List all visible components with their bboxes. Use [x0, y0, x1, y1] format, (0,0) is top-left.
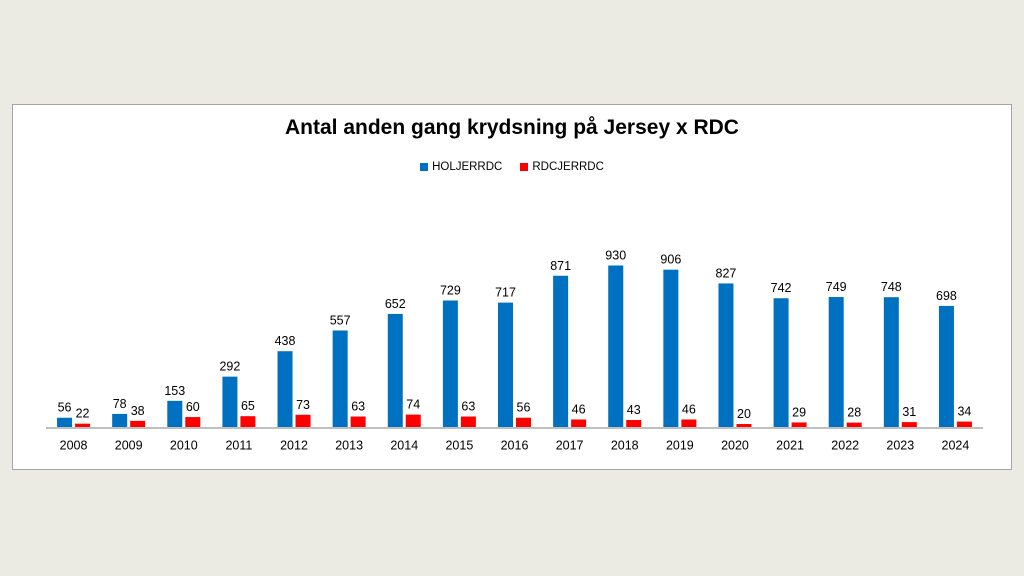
data-label-rdcjerrdc-2017: 46 — [572, 402, 586, 416]
data-label-holjerrdc-2024: 698 — [936, 289, 957, 303]
legend: HOLJERRDC RDCJERRDC — [0, 161, 1024, 173]
bar-holjerrdc-2010 — [167, 400, 183, 428]
x-tick-label-2019: 2019 — [666, 439, 694, 453]
legend-swatch-rdcjerrdc — [520, 163, 529, 171]
data-label-rdcjerrdc-2020: 20 — [737, 407, 751, 421]
bar-rdcjerrdc-2014 — [405, 414, 421, 428]
bar-rdcjerrdc-2019 — [681, 419, 697, 428]
data-label-holjerrdc-2008: 56 — [58, 401, 72, 415]
data-label-rdcjerrdc-2016: 56 — [517, 401, 531, 415]
data-label-rdcjerrdc-2014: 74 — [406, 398, 420, 412]
data-label-holjerrdc-2017: 871 — [550, 259, 571, 273]
data-label-holjerrdc-2013: 557 — [330, 313, 351, 327]
bar-rdcjerrdc-2013 — [350, 416, 366, 428]
data-label-holjerrdc-2010: 153 — [164, 384, 185, 398]
bar-holjerrdc-2023 — [883, 297, 899, 428]
data-label-holjerrdc-2020: 827 — [716, 266, 737, 280]
x-tick-label-2009: 2009 — [115, 439, 143, 453]
bar-holjerrdc-2024 — [938, 305, 954, 428]
data-label-holjerrdc-2016: 717 — [495, 286, 516, 300]
x-tick-label-2017: 2017 — [556, 439, 584, 453]
bar-holjerrdc-2021 — [773, 298, 789, 428]
data-label-rdcjerrdc-2011: 65 — [241, 399, 255, 413]
legend-label-holjerrdc: HOLJERRDC — [432, 161, 503, 173]
data-label-holjerrdc-2022: 749 — [826, 280, 847, 294]
bar-rdcjerrdc-2009 — [130, 420, 146, 428]
bar-rdcjerrdc-2024 — [956, 421, 972, 428]
bar-rdcjerrdc-2012 — [295, 414, 311, 428]
x-tick-label-2015: 2015 — [445, 439, 473, 453]
data-label-holjerrdc-2012: 438 — [275, 334, 296, 348]
data-label-rdcjerrdc-2018: 43 — [627, 403, 641, 417]
data-label-rdcjerrdc-2012: 73 — [296, 398, 310, 412]
bar-rdcjerrdc-2015 — [460, 416, 476, 428]
bar-holjerrdc-2019 — [663, 269, 679, 428]
legend-label-rdcjerrdc: RDCJERRDC — [532, 161, 604, 173]
x-tick-label-2023: 2023 — [886, 439, 914, 453]
bar-holjerrdc-2017 — [553, 275, 569, 428]
bar-holjerrdc-2009 — [112, 413, 128, 428]
chart-title: Antal anden gang krydsning på Jersey x R… — [285, 116, 739, 139]
bar-holjerrdc-2020 — [718, 283, 734, 428]
data-label-holjerrdc-2014: 652 — [385, 297, 406, 311]
data-label-rdcjerrdc-2023: 31 — [902, 405, 916, 419]
data-label-holjerrdc-2011: 292 — [219, 360, 240, 374]
x-tick-label-2020: 2020 — [721, 439, 749, 453]
legend-item-rdcjerrdc: RDCJERRDC — [520, 161, 604, 173]
bar-holjerrdc-2018 — [608, 265, 624, 428]
bar-rdcjerrdc-2023 — [901, 422, 917, 428]
bar-rdcjerrdc-2022 — [846, 422, 862, 428]
bar-holjerrdc-2012 — [277, 351, 293, 428]
x-tick-label-2014: 2014 — [390, 439, 418, 453]
bar-rdcjerrdc-2010 — [185, 417, 201, 428]
data-label-rdcjerrdc-2013: 63 — [351, 400, 365, 414]
data-label-holjerrdc-2021: 742 — [771, 281, 792, 295]
bar-holjerrdc-2013 — [332, 330, 348, 428]
data-label-holjerrdc-2015: 729 — [440, 284, 461, 298]
data-label-rdcjerrdc-2021: 29 — [792, 405, 806, 419]
bar-rdcjerrdc-2018 — [626, 420, 642, 428]
bar-holjerrdc-2014 — [387, 313, 403, 428]
data-label-rdcjerrdc-2010: 60 — [186, 400, 200, 414]
bar-rdcjerrdc-2020 — [736, 424, 752, 428]
bar-holjerrdc-2022 — [828, 297, 844, 428]
x-tick-label-2011: 2011 — [225, 439, 252, 453]
x-tick-label-2022: 2022 — [831, 439, 859, 453]
data-label-rdcjerrdc-2019: 46 — [682, 402, 696, 416]
bar-rdcjerrdc-2021 — [791, 422, 807, 428]
bar-rdcjerrdc-2016 — [516, 417, 531, 428]
legend-swatch-holjerrdc — [420, 163, 429, 171]
bar-rdcjerrdc-2011 — [240, 416, 256, 428]
bar-holjerrdc-2016 — [498, 302, 513, 428]
bar-holjerrdc-2008 — [57, 417, 73, 428]
x-tick-label-2008: 2008 — [60, 439, 88, 453]
x-tick-label-2016: 2016 — [501, 439, 529, 453]
data-label-holjerrdc-2023: 748 — [881, 280, 902, 294]
data-label-rdcjerrdc-2024: 34 — [957, 405, 971, 419]
x-tick-label-2024: 2024 — [942, 439, 970, 453]
bar-holjerrdc-2015 — [442, 300, 458, 428]
bar-holjerrdc-2011 — [222, 376, 238, 428]
data-label-rdcjerrdc-2008: 22 — [76, 407, 90, 421]
legend-item-holjerrdc: HOLJERRDC — [420, 161, 502, 173]
x-tick-label-2021: 2021 — [776, 439, 804, 453]
x-tick-label-2013: 2013 — [335, 439, 363, 453]
data-label-holjerrdc-2018: 930 — [605, 248, 626, 262]
x-tick-label-2012: 2012 — [280, 439, 308, 453]
data-label-holjerrdc-2009: 78 — [113, 397, 127, 411]
x-tick-label-2018: 2018 — [611, 439, 639, 453]
bar-rdcjerrdc-2017 — [571, 419, 587, 428]
data-label-holjerrdc-2019: 906 — [660, 253, 681, 267]
bar-rdcjerrdc-2008 — [75, 423, 91, 428]
data-label-rdcjerrdc-2015: 63 — [461, 400, 475, 414]
data-label-rdcjerrdc-2022: 28 — [847, 406, 861, 420]
data-label-rdcjerrdc-2009: 38 — [131, 404, 145, 418]
x-tick-label-2010: 2010 — [170, 439, 198, 453]
